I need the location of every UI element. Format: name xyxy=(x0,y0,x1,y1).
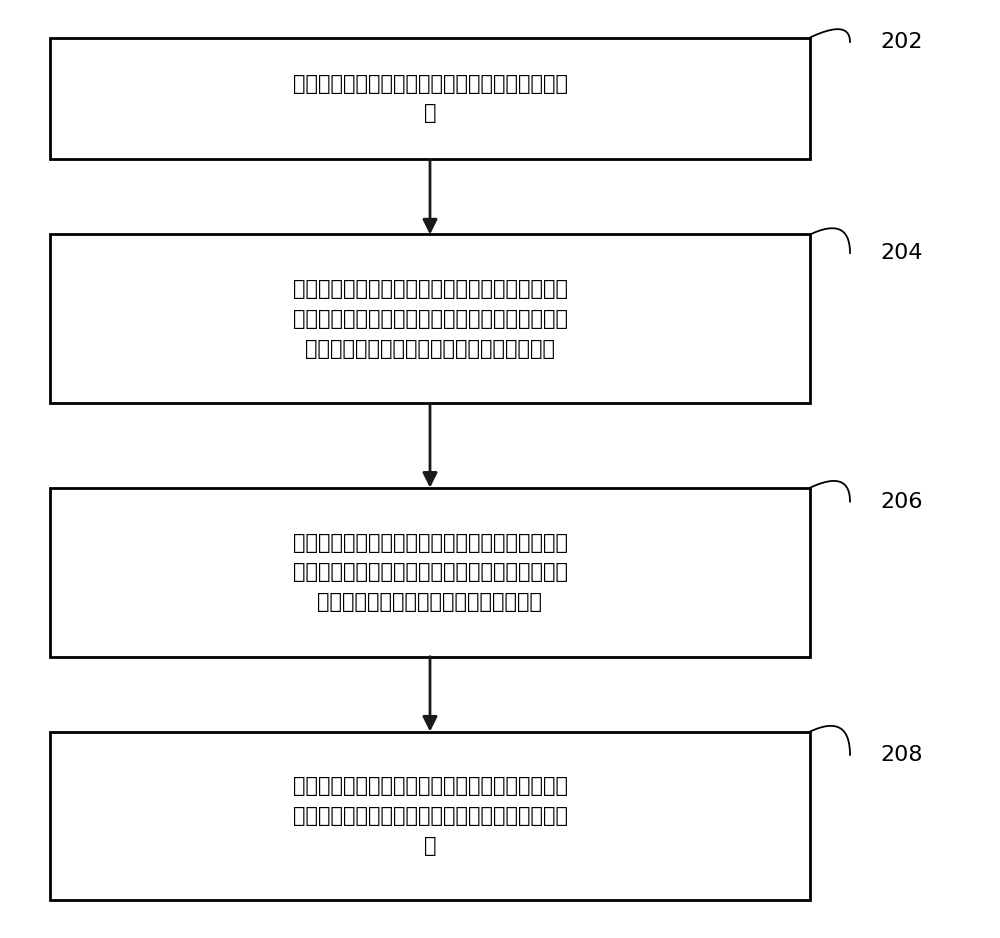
Text: 206: 206 xyxy=(880,492,922,512)
Bar xyxy=(50,38,810,159)
Bar xyxy=(50,234,810,403)
Text: 获取待测图像，所述待测图像为含有标尺的金粒图
像: 获取待测图像，所述待测图像为含有标尺的金粒图 像 xyxy=(292,74,568,123)
Text: 将待测图像输入至预设的第二检测模型中，获得与
所述待测图像相对应的晶界图，将辅助线覆盖于晶
界图上，获取辅助线和晶界相交数据信息: 将待测图像输入至预设的第二检测模型中，获得与 所述待测图像相对应的晶界图，将辅助… xyxy=(292,533,568,612)
Bar xyxy=(50,488,810,657)
Text: 204: 204 xyxy=(880,243,922,264)
Text: 202: 202 xyxy=(880,32,922,53)
Text: 208: 208 xyxy=(880,745,922,765)
Bar xyxy=(50,732,810,900)
Text: 根据辅助线和晶界相交数据信息以及所述待测图像
中的标尺实际长度，获取待测图像对应的晶粒度级
别: 根据辅助线和晶界相交数据信息以及所述待测图像 中的标尺实际长度，获取待测图像对应… xyxy=(292,777,568,855)
Text: 将待测图像输入至预设的第一检测模型中，获得与
待测图像相对应的多个识别结果，基于所述多个识
别结果，确定所述待测图像中的标尺实际长度: 将待测图像输入至预设的第一检测模型中，获得与 待测图像相对应的多个识别结果，基于… xyxy=(292,280,568,358)
